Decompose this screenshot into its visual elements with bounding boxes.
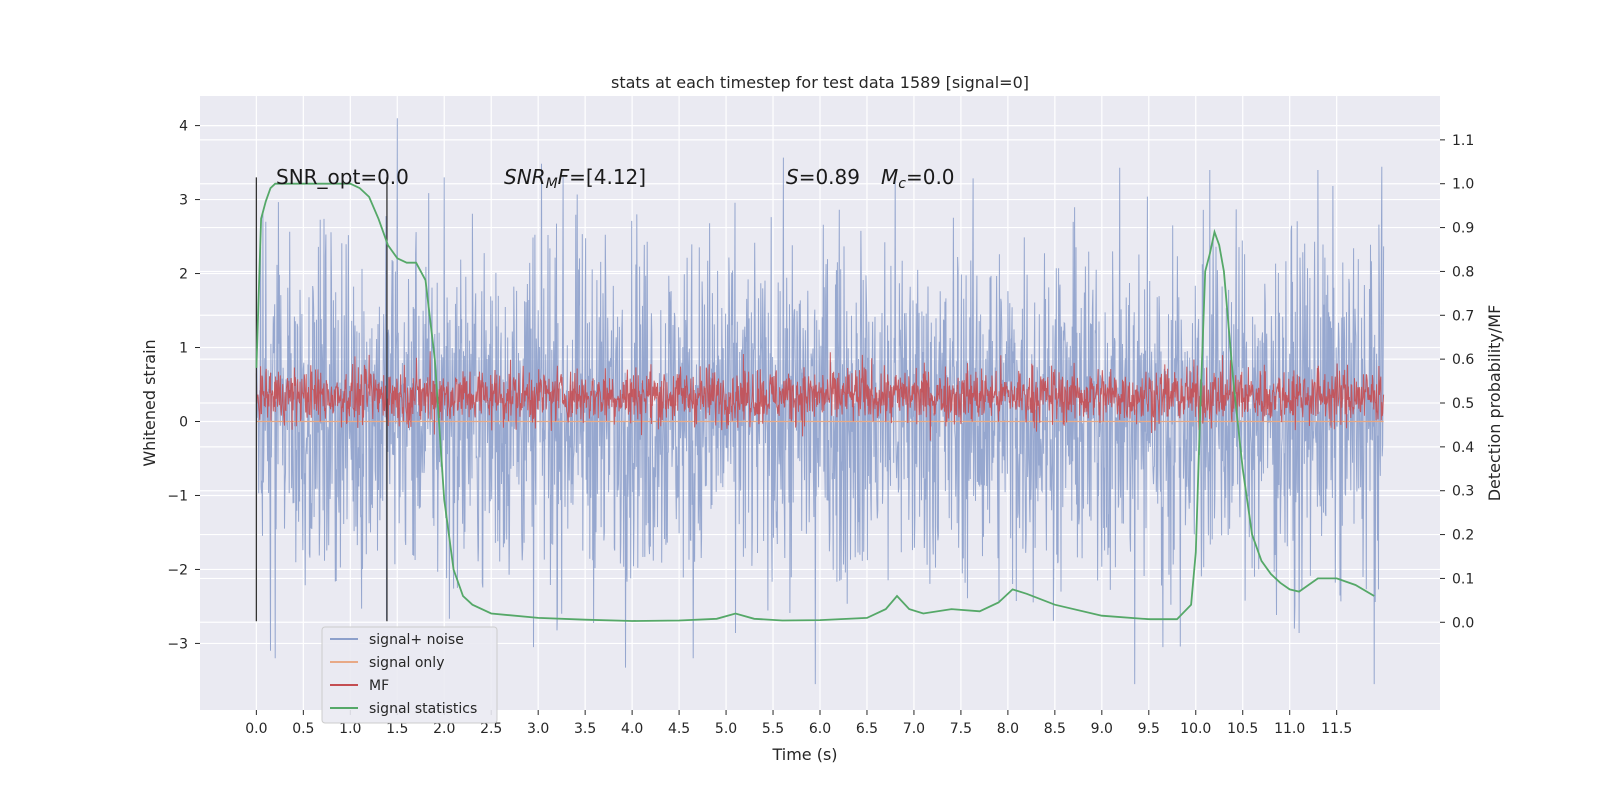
x-tick-label: 4.0 xyxy=(621,721,643,737)
chart-title: stats at each timestep for test data 158… xyxy=(611,73,1029,92)
x-tick-label: 9.0 xyxy=(1091,721,1113,737)
y-tick-label: 1 xyxy=(179,341,188,357)
y-right-axis-label: Detection probability/MF xyxy=(1485,305,1504,502)
x-axis-ticks: 0.0 0.5 1.0 1.5 2.0 2.5 3.0 3.5 4.0 4.5 5.0 5.5 6.0 6… xyxy=(245,710,1352,737)
x-tick-label: 8.5 xyxy=(1044,721,1066,737)
y-axis-label: Whitened strain xyxy=(140,339,159,466)
y-axis-ticks: −3 −2 −1 0 1 2 3 4 xyxy=(167,119,200,652)
legend-box xyxy=(321,626,498,724)
y-tick-label: −2 xyxy=(167,562,188,578)
x-tick-label: 6.5 xyxy=(856,721,878,737)
x-tick-label: 7.0 xyxy=(903,721,925,737)
y-right-tick-label: 0.9 xyxy=(1452,221,1474,237)
y-tick-label: −3 xyxy=(167,636,188,652)
y-right-tick-label: 1.1 xyxy=(1452,133,1474,149)
x-tick-label: 1.5 xyxy=(386,721,408,737)
y-right-tick-label: 0.3 xyxy=(1452,484,1474,500)
x-tick-label: 2.0 xyxy=(433,721,455,737)
legend: signal+ noise signal only MF signal stat… xyxy=(321,626,498,724)
legend-label-signal-statistics: signal statistics xyxy=(369,701,477,717)
vertical-markers xyxy=(255,177,388,622)
y-tick-label: 0 xyxy=(179,414,188,430)
x-tick-label: 6.0 xyxy=(809,721,831,737)
mc-annotation: Mc=0.0 xyxy=(881,165,955,192)
y-tick-label: 3 xyxy=(179,193,188,209)
mf-line xyxy=(255,351,1385,441)
y-tick-label: −1 xyxy=(167,488,188,504)
x-tick-label: 11.5 xyxy=(1321,721,1352,737)
y-tick-label: 4 xyxy=(179,119,188,135)
x-tick-label: 10.0 xyxy=(1180,721,1211,737)
x-tick-label: 11.0 xyxy=(1274,721,1305,737)
signal-statistics-series xyxy=(255,182,1375,622)
y-right-tick-label: 0.5 xyxy=(1452,396,1474,412)
y-right-tick-label: 0.8 xyxy=(1452,264,1474,280)
y-right-tick-label: 0.6 xyxy=(1452,352,1474,368)
x-tick-label: 3.0 xyxy=(527,721,549,737)
x-tick-label: 0.5 xyxy=(292,721,314,737)
y-right-tick-label: 0.2 xyxy=(1452,528,1474,544)
snr-mf-annotation: SNRMF=[4.12] xyxy=(504,165,646,192)
x-tick-label: 3.5 xyxy=(574,721,596,737)
signal-statistics-line xyxy=(255,182,1375,622)
x-tick-label: 9.5 xyxy=(1138,721,1160,737)
y-right-tick-label: 0.1 xyxy=(1452,571,1474,587)
y-right-axis-ticks: 0.0 0.1 0.2 0.3 0.4 0.5 0.6 0.7 0.8 0.9 1.0 1.1 xyxy=(1440,133,1474,631)
x-tick-label: 8.0 xyxy=(997,721,1019,737)
y-tick-label: 2 xyxy=(179,267,188,283)
y-right-tick-label: 0.4 xyxy=(1452,440,1474,456)
y-right-tick-label: 1.0 xyxy=(1452,177,1474,193)
x-axis-label: Time (s) xyxy=(771,745,837,764)
legend-label-signal-only: signal only xyxy=(369,655,444,671)
snr-mf-value: =[4.12] xyxy=(569,165,646,189)
x-tick-label: 4.5 xyxy=(668,721,690,737)
legend-label-signal-noise: signal+ noise xyxy=(369,632,464,648)
x-tick-label: 0.0 xyxy=(245,721,267,737)
mf-series xyxy=(255,351,1385,441)
snr-opt-annotation: SNR_opt=0.0 xyxy=(276,165,409,189)
legend-label-mf: MF xyxy=(369,678,389,694)
x-tick-label: 2.5 xyxy=(480,721,502,737)
s-annotation: S=0.89 xyxy=(786,165,860,189)
x-tick-label: 5.5 xyxy=(762,721,784,737)
x-tick-label: 10.5 xyxy=(1227,721,1258,737)
x-tick-label: 1.0 xyxy=(339,721,361,737)
x-tick-label: 7.5 xyxy=(950,721,972,737)
y-right-tick-label: 0.0 xyxy=(1452,615,1474,631)
y-right-tick-label: 0.7 xyxy=(1452,308,1474,324)
x-tick-label: 5.0 xyxy=(715,721,737,737)
